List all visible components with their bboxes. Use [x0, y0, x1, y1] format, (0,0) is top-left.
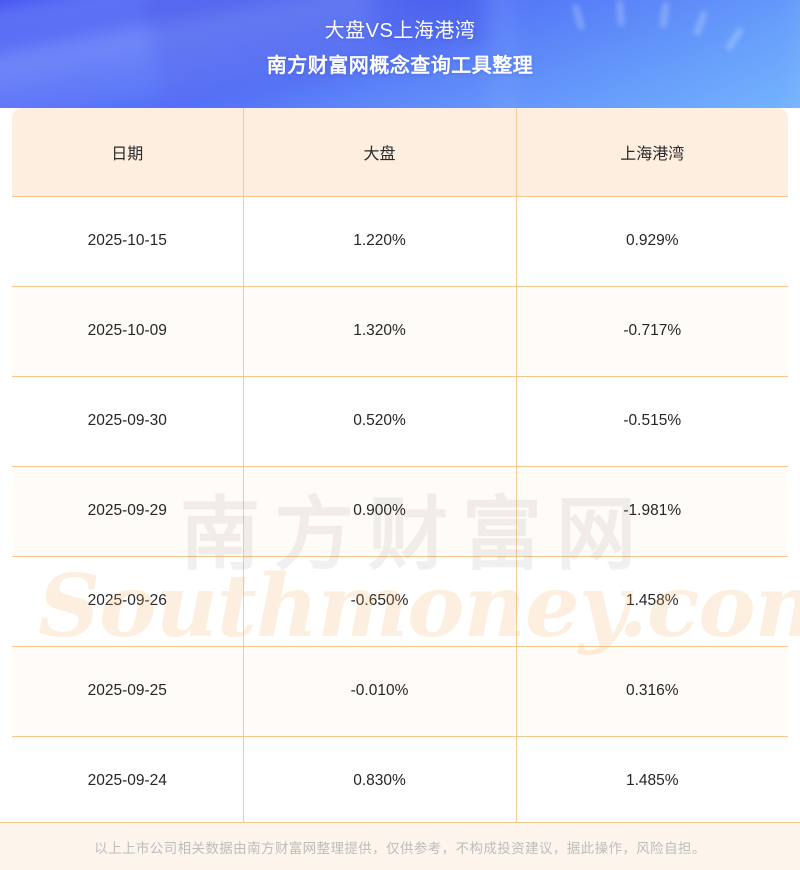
- column-header-stock: 上海港湾: [516, 108, 788, 197]
- comparison-table-container: 日期 大盘 上海港湾 2025-10-15 1.220% 0.929% 2025-10…: [12, 108, 788, 826]
- cell-date: 2025-09-25: [12, 646, 244, 737]
- cell-stock: -0.717%: [516, 286, 788, 377]
- column-header-date: 日期: [12, 108, 244, 197]
- cell-stock: -0.515%: [516, 376, 788, 467]
- table-row: 2025-10-09 1.320% -0.717%: [12, 286, 788, 377]
- cell-market: 0.830%: [243, 736, 517, 826]
- banner-background-art: [0, 0, 800, 108]
- footer-disclaimer-text: 以上上市公司相关数据由南方财富网整理提供，仅供参考，不构成投资建议，据此操作，风…: [94, 840, 706, 856]
- table-body: 2025-10-15 1.220% 0.929% 2025-10-09 1.320% -0…: [12, 196, 788, 826]
- page-title-secondary: 南方财富网概念查询工具整理: [266, 55, 534, 77]
- table-row: 2025-10-15 1.220% 0.929%: [12, 196, 788, 287]
- cell-stock: 0.316%: [516, 646, 788, 737]
- cell-stock: 1.458%: [516, 556, 788, 647]
- cell-market: 0.900%: [243, 466, 517, 557]
- page-title: 大盘VS上海港湾 南方财富网概念查询工具整理: [0, 0, 800, 79]
- table-row: 2025-09-29 0.900% -1.981%: [12, 466, 788, 557]
- table-row: 2025-09-25 -0.010% 0.316%: [12, 646, 788, 737]
- cell-market: 1.320%: [243, 286, 517, 377]
- cell-date: 2025-10-15: [12, 196, 244, 287]
- footer-disclaimer-bar: 以上上市公司相关数据由南方财富网整理提供，仅供参考，不构成投资建议，据此操作，风…: [0, 822, 800, 870]
- cell-market: 0.520%: [243, 376, 517, 467]
- cell-market: -0.010%: [243, 646, 517, 737]
- cell-date: 2025-09-24: [12, 736, 244, 826]
- comparison-table: 日期 大盘 上海港湾 2025-10-15 1.220% 0.929% 2025-10…: [12, 108, 788, 826]
- column-header-market: 大盘: [243, 108, 517, 197]
- page-banner: 大盘VS上海港湾 南方财富网概念查询工具整理: [0, 0, 800, 108]
- cell-market: -0.650%: [243, 556, 517, 647]
- table-header-row: 日期 大盘 上海港湾: [12, 108, 788, 197]
- banner-art-glow: [0, 0, 800, 108]
- cell-stock: 0.929%: [516, 196, 788, 287]
- cell-stock: 1.485%: [516, 736, 788, 826]
- page-title-primary: 大盘VS上海港湾: [324, 20, 476, 42]
- banner-art-gauge-ring: [490, 0, 800, 108]
- table-header: 日期 大盘 上海港湾: [12, 108, 788, 197]
- cell-date: 2025-10-09: [12, 286, 244, 377]
- cell-market: 1.220%: [243, 196, 517, 287]
- cell-date: 2025-09-26: [12, 556, 244, 647]
- cell-date: 2025-09-30: [12, 376, 244, 467]
- table-row: 2025-09-30 0.520% -0.515%: [12, 376, 788, 467]
- table-row: 2025-09-24 0.830% 1.485%: [12, 736, 788, 826]
- cell-stock: -1.981%: [516, 466, 788, 557]
- table-row: 2025-09-26 -0.650% 1.458%: [12, 556, 788, 647]
- cell-date: 2025-09-29: [12, 466, 244, 557]
